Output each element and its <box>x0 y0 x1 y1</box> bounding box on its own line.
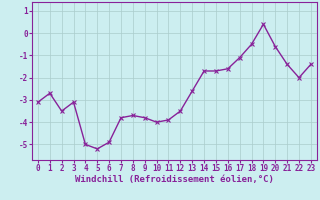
X-axis label: Windchill (Refroidissement éolien,°C): Windchill (Refroidissement éolien,°C) <box>75 175 274 184</box>
